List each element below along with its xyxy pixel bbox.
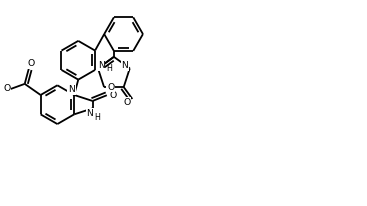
Text: O: O [4, 84, 11, 94]
Text: H: H [107, 64, 113, 73]
Text: O: O [27, 59, 34, 68]
Text: N: N [87, 109, 93, 118]
Text: O: O [110, 91, 117, 100]
Text: O: O [107, 83, 115, 91]
Text: N: N [98, 61, 105, 70]
Text: N: N [68, 85, 75, 94]
Text: O: O [123, 98, 131, 107]
Text: H: H [95, 112, 101, 122]
Text: N: N [121, 61, 128, 70]
